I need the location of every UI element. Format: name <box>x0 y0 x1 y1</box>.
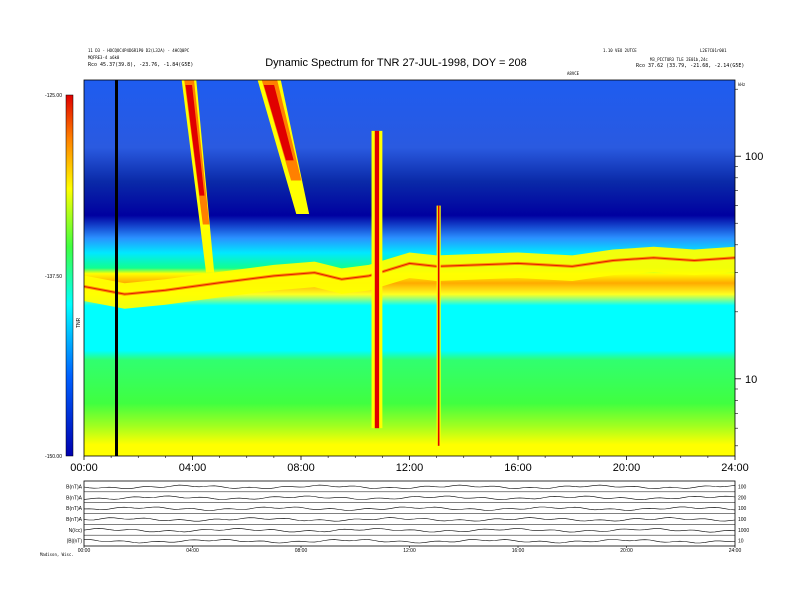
footer-label: Madison, Wisc. <box>40 552 74 557</box>
y-tick-label: 10 <box>745 374 757 386</box>
panel-trace <box>83 517 736 522</box>
colorbar-top-label: -125.00 <box>45 93 62 99</box>
x-tick-label: 00:00 <box>70 462 98 474</box>
x-tick-label: 24:00 <box>721 462 749 474</box>
panel-x-tick-label: 12:00 <box>403 548 416 554</box>
x-tick-label: 20:00 <box>613 462 641 474</box>
panel-scale: 100 <box>738 484 747 490</box>
burst-3-core <box>437 205 440 446</box>
panel-x-tick-label: 08:00 <box>295 548 308 554</box>
y-tick-label: 100 <box>745 151 763 163</box>
burst-2-core <box>374 130 380 429</box>
x-tick-label: 08:00 <box>287 462 315 474</box>
panel-trace <box>83 506 736 511</box>
panel-scale: 10 <box>738 539 744 545</box>
header-info-left-3: Rco 45.37(39.8), -23.76, -1.84(G5E) <box>88 62 194 68</box>
panel-trace <box>83 484 736 489</box>
x-tick-label: 12:00 <box>396 462 424 474</box>
y-axis: 100 10 <box>735 88 763 447</box>
data-gap-line <box>115 80 118 456</box>
x-axis: 00:00 04:00 08:00 12:00 16:00 20:00 24:00 <box>70 456 749 474</box>
bottom-panels: B(nT)A 100 B(nT)A 200 B(nT)A 100 B(nT)A 100 N(/c… <box>66 480 749 554</box>
plasma-line-peak <box>84 257 735 295</box>
frequency-unit-label: kHz <box>738 82 746 87</box>
colorbar-bottom-label: -150.00 <box>45 454 62 460</box>
plasma-line-band <box>84 246 735 309</box>
panel-scale: 100 <box>738 506 747 512</box>
header-info-right-3: Rco 37.62 (33.79, -21.68, -2.14(G5E) <box>636 63 745 69</box>
colorbar <box>65 94 74 457</box>
panel-trace <box>83 528 736 533</box>
panel-label: B(nT)A <box>66 484 83 490</box>
header-info-right-1b: L2E7C01r001 <box>700 48 727 53</box>
panel-x-tick-label: 00:00 <box>78 548 91 554</box>
header-info-right-2: M3_PICTUR3 TLE 2E01b,24c <box>650 57 708 62</box>
header-info-right-1a: 1.10 VEO 2UTCE <box>603 48 637 53</box>
burst-0-core <box>263 85 294 161</box>
panel-scale: 100 <box>738 517 747 523</box>
panel-scale: 200 <box>738 495 747 501</box>
panel-label: N(/cc) <box>69 528 83 534</box>
spectrum-marks <box>84 80 735 446</box>
header-info-left-2: MQFRE3-4 a6k0 <box>88 55 120 60</box>
x-tick-label: 04:00 <box>179 462 207 474</box>
panel-x-tick-label: 20:00 <box>620 548 633 554</box>
colorbar-side-label: TNR <box>76 317 82 328</box>
panel-trace <box>84 539 736 544</box>
center-small-label: A8VCE <box>567 71 580 76</box>
panel-label: B(nT)A <box>66 517 83 523</box>
panel-label: |B|(nT) <box>67 539 82 545</box>
x-tick-label: 16:00 <box>504 462 532 474</box>
panel-label: B(nT)A <box>66 495 83 501</box>
header-info-left-1: 11 D3 - HOCQOC4P4D6R1P0 D2(L32A) - 4HCQ0… <box>88 48 190 53</box>
panel-trace <box>83 495 736 501</box>
panel-x-tick-label: 16:00 <box>512 548 525 554</box>
colorbar-mid-label: -137.50 <box>45 274 62 280</box>
panel-label: B(nT)A <box>66 506 83 512</box>
chart-title: Dynamic Spectrum for TNR 27-JUL-1998, DO… <box>265 57 527 69</box>
burst-1-core <box>185 85 205 196</box>
panel-scale: 1000 <box>738 528 749 534</box>
panel-x-tick-label: 24:00 <box>729 548 742 554</box>
panel-x-tick-label: 04:00 <box>186 548 199 554</box>
